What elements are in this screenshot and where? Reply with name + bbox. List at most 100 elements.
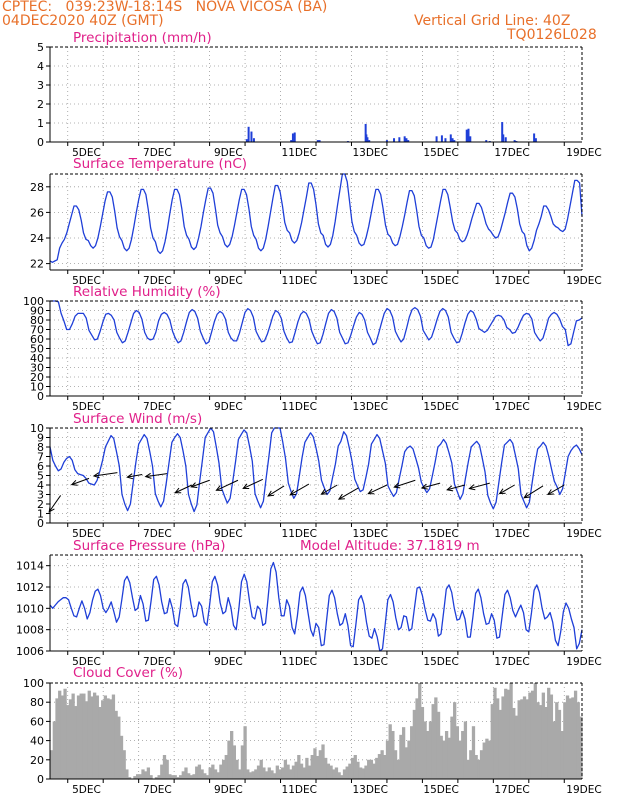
precip-bar	[316, 140, 319, 142]
pressure-title: Surface Pressure (hPa)	[73, 538, 226, 554]
cloud-bar	[63, 688, 67, 779]
wind-arrow	[393, 479, 416, 489]
rh-ytick-label: 70	[30, 324, 44, 337]
precip-bar	[435, 136, 438, 142]
cloud-bar	[530, 690, 535, 779]
cloud-bar	[92, 692, 97, 779]
cloud-bar	[471, 726, 476, 779]
cloud-bar	[294, 761, 298, 779]
cloud-bar	[342, 769, 347, 779]
wind-arrow	[523, 485, 544, 499]
cloud-bar	[52, 721, 56, 779]
temp-series-line	[49, 173, 583, 263]
cloud-xtick-label: 11DEC	[282, 784, 317, 796]
temp-title: Surface Temperature (nC)	[73, 156, 247, 172]
wind-arrow	[144, 472, 168, 479]
wind-arrow	[126, 473, 143, 480]
rh-xtick-label: 9DEC	[214, 401, 243, 413]
cloud-bar	[106, 698, 110, 779]
precip-bar	[405, 138, 408, 142]
wind-ytick-label: 9	[37, 432, 44, 445]
wind-arrow	[92, 472, 118, 479]
wind-xtick-label: 15DEC	[423, 528, 458, 540]
cloud-bar	[334, 767, 339, 779]
cloud-bar	[324, 757, 328, 779]
precip-bar	[318, 140, 321, 142]
wind-arrow-head	[92, 472, 100, 479]
cloud-bar	[428, 721, 433, 779]
precip-bar	[398, 137, 401, 142]
precip-bar	[393, 138, 396, 142]
cloud-bar	[109, 699, 113, 779]
precip-bar	[407, 140, 410, 142]
cloud-bar	[117, 716, 121, 779]
cloud-bar	[216, 772, 220, 779]
wind-arrow	[215, 479, 239, 491]
cloud-bar	[552, 721, 556, 779]
cloud-bar	[372, 763, 376, 779]
cloud-bar	[450, 716, 454, 779]
wind-arrow-head	[215, 485, 223, 491]
cloud-bar	[444, 731, 449, 779]
cloud-bar	[431, 704, 435, 779]
cloud-bar	[58, 690, 62, 779]
cloud-bar	[275, 765, 279, 779]
cloud-bar	[463, 721, 468, 779]
cloud-bar	[176, 777, 180, 779]
pressure-series-line	[49, 561, 583, 652]
cloud-bar	[235, 759, 239, 779]
wind-arrow-head	[446, 485, 454, 492]
cloud-bar	[560, 731, 564, 779]
precip-bar	[485, 140, 488, 142]
cloud-bar	[203, 773, 207, 779]
wind-xtick-label: 11DEC	[282, 528, 317, 540]
wind-arrow-head	[393, 482, 401, 489]
cloud-bar	[418, 683, 422, 779]
wind-ytick-label: 4	[37, 479, 44, 492]
cloud-bar	[555, 702, 559, 779]
rh-ytick-label: 30	[30, 362, 44, 375]
cloud-bar	[326, 763, 331, 779]
cloud-bar	[391, 731, 395, 779]
cloud-bar	[297, 755, 301, 779]
precip-bar	[364, 123, 367, 142]
pressure-ytick-label: 1008	[16, 624, 44, 637]
cloud-bar	[388, 724, 392, 779]
cloud-bar	[412, 709, 417, 779]
wind-ytick-label: 0	[37, 517, 44, 530]
cloud-bar	[377, 754, 382, 779]
cloud-ytick-label: 20	[30, 754, 44, 767]
precip-bar	[403, 136, 406, 142]
wind-arrow-head	[367, 488, 375, 495]
temp-xtick-label: 9DEC	[214, 275, 243, 287]
cloud-bar	[358, 767, 363, 779]
cloud-bar	[447, 737, 451, 779]
panel-cloud: Cloud Cover (%) 0 20 40 60 80 100 5DEC 7DEC 9DEC 1…	[23, 665, 602, 796]
cloud-bar	[98, 707, 102, 779]
cloud-bar	[160, 764, 164, 779]
cloud-bar	[316, 755, 320, 779]
cloud-xtick-label: 7DEC	[143, 784, 172, 796]
wind-arrow-head	[174, 487, 182, 494]
cloud-bar	[79, 693, 83, 779]
pressure-xtick-label: 11DEC	[282, 656, 317, 668]
temp-ytick-label: 26	[30, 206, 44, 219]
pressure-xtick-label: 5DEC	[72, 656, 101, 668]
wind-ytick-label: 7	[37, 451, 44, 464]
wind-title: Surface Wind (m/s)	[73, 411, 202, 427]
temp-ytick-label: 22	[30, 258, 44, 271]
wind-ytick-label: 10	[30, 422, 44, 435]
panel-temp: Surface Temperature (nC) 22 24 26 28 5DEC 7DEC…	[30, 156, 602, 287]
pressure-xtick-label: 9DEC	[214, 656, 243, 668]
precip-bar	[444, 138, 447, 142]
precip-xtick-label: 15DEC	[423, 147, 458, 159]
precip-bar	[513, 140, 516, 142]
cloud-bar	[135, 774, 140, 779]
cloud-xtick-label: 5DEC	[72, 784, 101, 796]
cloud-bar	[310, 755, 314, 779]
precip-ytick-label: 5	[37, 41, 44, 54]
precip-xtick-label: 19DEC	[566, 147, 601, 159]
cloud-bar	[407, 740, 411, 779]
cloud-bar	[259, 759, 263, 779]
